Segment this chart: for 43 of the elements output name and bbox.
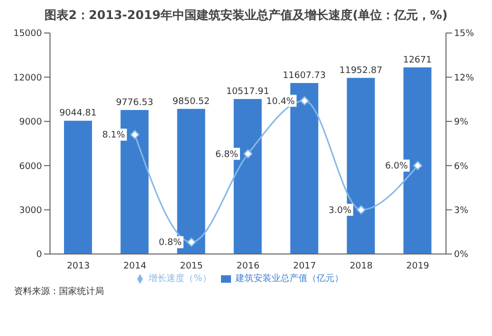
data-label: 9776.53 <box>116 98 154 108</box>
y-tick-label: 6000 <box>19 162 42 172</box>
data-label: 6.8% <box>215 150 239 160</box>
y-tick-label: 3000 <box>19 206 42 216</box>
data-label: 12671 <box>403 55 432 66</box>
point <box>186 238 196 247</box>
point <box>300 96 310 106</box>
x-tick-label: 2013 <box>66 261 90 272</box>
bar <box>64 120 92 254</box>
chart-title: 图表2：2013-2019年中国建筑安装业总产值及增长速度(单位：亿元，%) <box>43 8 449 23</box>
y-tick-label: 12000 <box>13 73 42 84</box>
legend-label: 增长速度（%） <box>148 274 212 284</box>
legend-label: 建筑安装业总产值（亿元） <box>235 274 344 284</box>
x-tick-label: 2019 <box>406 261 430 272</box>
data-label: 3.0% <box>328 206 352 216</box>
y-tick-label: 0 <box>36 250 42 260</box>
y2-tick-label: 9% <box>454 118 469 128</box>
data-label: 8.1% <box>102 130 126 141</box>
y-tick-label: 9000 <box>19 118 42 128</box>
point <box>243 149 253 158</box>
x-tick-label: 2018 <box>350 261 373 272</box>
y2-tick-label: 0% <box>454 250 469 260</box>
data-label: 11952.87 <box>339 66 382 76</box>
point <box>130 130 140 140</box>
y-tick-label: 15000 <box>13 29 42 40</box>
data-label: 0.8% <box>158 238 182 248</box>
data-label: 6.0% <box>385 162 408 172</box>
data-label: 9044.81 <box>59 108 97 119</box>
data-label: 10.4% <box>266 96 296 107</box>
x-tick-label: 2015 <box>180 261 203 272</box>
point <box>413 161 422 170</box>
y2-tick-label: 15% <box>454 29 474 40</box>
point <box>356 205 366 214</box>
x-tick-label: 2017 <box>293 261 316 272</box>
y2-tick-label: 3% <box>454 206 469 216</box>
x-tick-label: 2016 <box>236 261 260 272</box>
y2-tick-label: 6% <box>454 162 469 172</box>
text: 资料来源：国家统计局 <box>13 286 105 298</box>
data-label: 11607.73 <box>282 70 326 81</box>
y2-tick-label: 12% <box>454 73 474 84</box>
data-label: 10517.91 <box>226 87 270 98</box>
data-label: 9850.52 <box>172 96 210 107</box>
x-tick-label: 2014 <box>123 261 147 272</box>
